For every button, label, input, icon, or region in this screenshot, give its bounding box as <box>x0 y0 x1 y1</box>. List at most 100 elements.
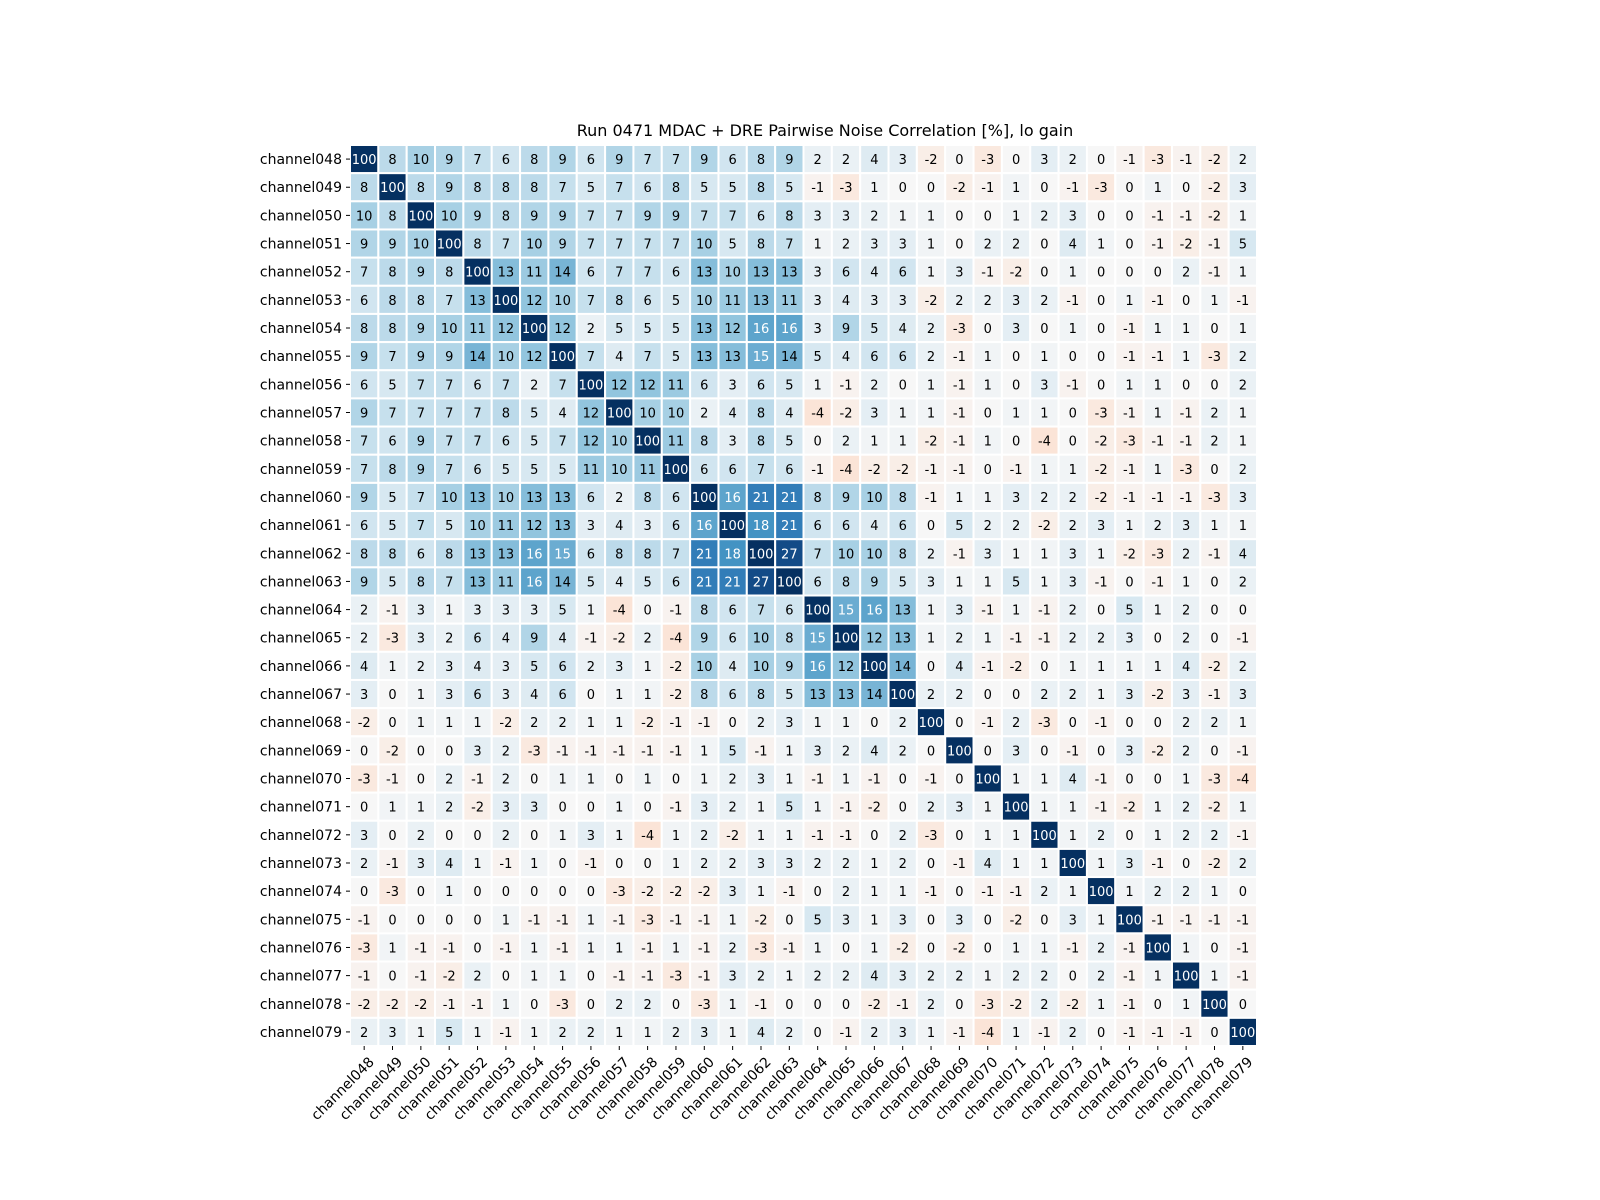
cell-value-label: 10 <box>413 153 430 168</box>
cell-value-label: 1 <box>1097 857 1105 872</box>
cell-value-label: 14 <box>554 266 571 281</box>
cell-value-label: 1 <box>1012 547 1020 562</box>
cell-value-label: 3 <box>899 294 907 309</box>
cell-value-label: 9 <box>842 491 850 506</box>
cell-value-label: 6 <box>785 463 793 478</box>
cell-value-label: 1 <box>1069 885 1077 900</box>
cell-value-label: 100 <box>465 266 490 281</box>
heatmap-cell <box>745 341 777 372</box>
heatmap-cell <box>1085 566 1117 597</box>
cell-value-label: 1 <box>1210 970 1218 985</box>
cell-value-label: -1 <box>1095 575 1108 590</box>
cell-value-label: 1 <box>700 744 708 759</box>
cell-value-label: 3 <box>870 406 878 421</box>
y-tick-label: channel068 <box>260 715 342 731</box>
cell-value-label: 7 <box>729 209 737 224</box>
heatmap-cell <box>660 481 692 513</box>
cell-value-label: -3 <box>1123 435 1136 450</box>
heatmap-cell <box>1170 735 1202 766</box>
cell-value-label: -1 <box>1123 153 1136 168</box>
cell-value-label: 2 <box>1239 575 1247 590</box>
heatmap-cell <box>490 960 522 991</box>
cell-value-label: 2 <box>1097 970 1105 985</box>
heatmap-cell <box>745 510 777 541</box>
cell-value-label: -2 <box>1208 801 1221 816</box>
heatmap-cell <box>1142 312 1173 344</box>
heatmap-cell <box>745 847 777 879</box>
cell-value-label: 2 <box>360 1026 368 1041</box>
cell-value-label: 3 <box>955 266 963 281</box>
cell-value-label: 10 <box>866 491 883 506</box>
cell-value-label: 3 <box>417 604 425 619</box>
cell-value-label: 3 <box>729 970 737 985</box>
cell-value-label: 2 <box>899 857 907 872</box>
cell-value-label: 8 <box>757 406 765 421</box>
cell-value-label: 9 <box>445 350 453 365</box>
cell-value-label: 8 <box>842 575 850 590</box>
cell-value-label: 16 <box>526 575 543 590</box>
heatmap-cell <box>745 707 777 738</box>
y-tick-label: channel058 <box>260 434 342 450</box>
cell-value-label: 1 <box>1125 660 1133 675</box>
cell-value-label: 0 <box>1012 350 1020 365</box>
cell-value-label: 9 <box>417 266 425 281</box>
cell-value-label: 0 <box>388 913 396 928</box>
cell-value-label: -2 <box>386 998 399 1013</box>
y-tick-label: channel053 <box>260 293 342 309</box>
cell-value-label: 1 <box>1012 604 1020 619</box>
cell-value-label: 2 <box>587 1026 595 1041</box>
cell-value-label: -3 <box>840 181 853 196</box>
cell-value-label: 1 <box>1239 435 1247 450</box>
cell-value-label: 3 <box>1097 519 1105 534</box>
cell-value-label: 1 <box>955 491 963 506</box>
cell-value-label: 2 <box>1154 885 1162 900</box>
cell-value-label: 9 <box>700 632 708 647</box>
cell-value-label: 1 <box>417 1026 425 1041</box>
cell-value-label: 0 <box>984 322 992 337</box>
heatmap-cell <box>717 678 748 710</box>
cell-value-label: 1 <box>1239 519 1247 534</box>
heatmap-cell <box>717 847 748 879</box>
heatmap-cell <box>1170 904 1202 935</box>
heatmap-cell <box>887 763 918 794</box>
cell-value-label: -1 <box>584 857 597 872</box>
cell-value-label: -2 <box>755 913 768 928</box>
cell-value-label: 0 <box>842 998 850 1013</box>
cell-value-label: -2 <box>868 801 881 816</box>
cell-value-label: -1 <box>1066 941 1079 956</box>
cell-value-label: 8 <box>757 153 765 168</box>
cell-value-label: -1 <box>499 1026 512 1041</box>
heatmap-cell <box>434 172 465 203</box>
heatmap-cell <box>859 369 890 400</box>
cell-value-label: 0 <box>502 885 510 900</box>
cell-value-label: 18 <box>724 547 741 562</box>
heatmap-cell <box>830 988 862 1019</box>
cell-value-label: -2 <box>613 632 626 647</box>
cell-value-label: 5 <box>672 350 680 365</box>
heatmap-cell <box>1227 510 1258 541</box>
cell-value-label: 2 <box>842 435 850 450</box>
heatmap-cell <box>1170 312 1202 344</box>
cell-value-label: 11 <box>724 294 741 309</box>
cell-value-label: -3 <box>925 829 938 844</box>
cell-value-label: 3 <box>899 153 907 168</box>
cell-value-label: 4 <box>955 660 963 675</box>
cell-value-label: 1 <box>1040 773 1048 788</box>
cell-value-label: 0 <box>1182 378 1190 393</box>
chart-title: Run 0471 MDAC + DRE Pairwise Noise Corre… <box>577 121 1074 140</box>
cell-value-label: 3 <box>1182 688 1190 703</box>
cell-value-label: 0 <box>417 913 425 928</box>
cell-value-label: 1 <box>530 970 538 985</box>
cell-value-label: 0 <box>530 885 538 900</box>
cell-value-label: 1 <box>814 378 822 393</box>
cell-value-label: 21 <box>781 491 798 506</box>
heatmap-cell <box>1199 763 1230 794</box>
heatmap-cell <box>434 369 465 400</box>
cell-value-label: 5 <box>530 406 538 421</box>
cell-value-label: 12 <box>639 378 656 393</box>
cell-value-label: 0 <box>502 970 510 985</box>
cell-value-label: -1 <box>1236 829 1249 844</box>
heatmap-cell <box>1085 312 1117 344</box>
cell-value-label: 0 <box>1012 153 1020 168</box>
cell-value-label: 1 <box>530 1026 538 1041</box>
